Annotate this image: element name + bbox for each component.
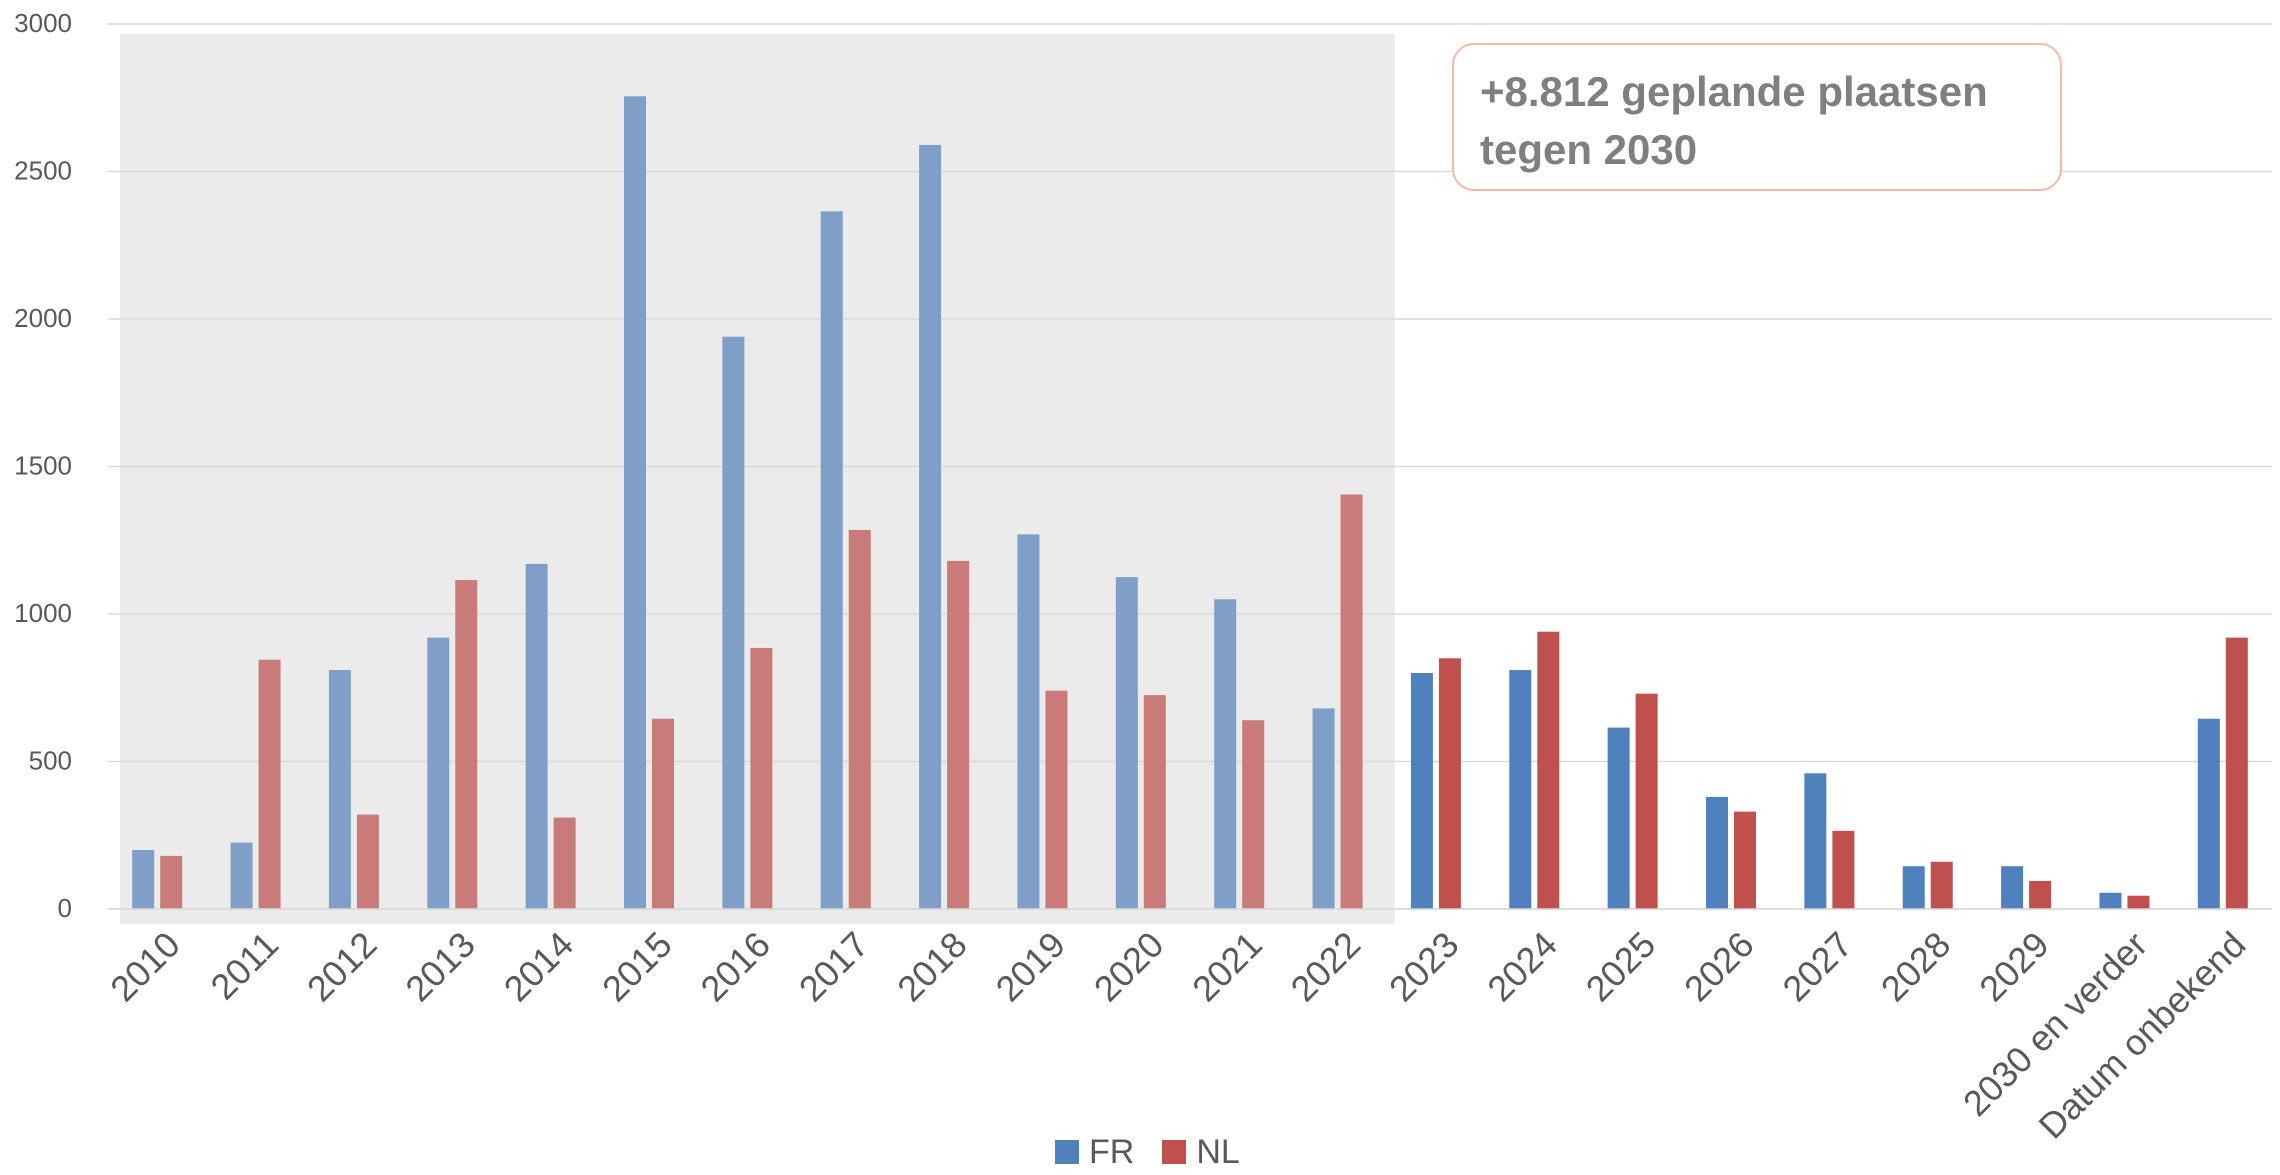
bar-nl: [652, 718, 674, 909]
x-tick-label: 2011: [202, 924, 286, 1008]
bar-fr: [1017, 534, 1040, 909]
x-tick-label: 2020: [1086, 924, 1172, 1010]
annotation-line-2: tegen 2030: [1480, 126, 1698, 173]
bar-fr: [427, 637, 450, 909]
x-tick-label: 2015: [594, 924, 680, 1010]
bar-fr: [328, 670, 351, 909]
bar-fr: [722, 336, 745, 909]
bar-nl: [160, 855, 183, 909]
bar-nl: [1930, 861, 1953, 909]
bar-fr: [1902, 866, 1925, 909]
bar-fr: [1115, 577, 1138, 909]
y-tick-label: 500: [29, 746, 72, 776]
x-tick-label: 2019: [987, 924, 1073, 1010]
bar-nl: [1242, 720, 1265, 909]
x-tick-label: 2010: [102, 924, 188, 1010]
y-tick-label: 2000: [14, 303, 72, 333]
bar-nl: [1734, 811, 1756, 909]
bar-nl: [1143, 695, 1166, 909]
bar-fr: [2197, 718, 2220, 909]
bar-nl: [2029, 880, 2052, 909]
bar-nl: [1832, 830, 1855, 909]
y-tick-label: 3000: [14, 8, 72, 38]
x-tick-label: 2022: [1283, 924, 1369, 1010]
legend: FR NL: [1055, 1132, 1240, 1172]
legend-item-nl: NL: [1162, 1132, 1240, 1172]
bar-nl: [2225, 637, 2248, 909]
y-tick-label: 1000: [14, 598, 72, 628]
bar-fr: [624, 96, 646, 909]
x-tick-label: 2026: [1676, 924, 1762, 1010]
y-tick-label: 0: [58, 893, 72, 923]
x-tick-label: 2023: [1381, 924, 1467, 1010]
x-tick-label: 2027: [1774, 924, 1860, 1010]
bar-fr: [1804, 773, 1827, 909]
bar-fr: [2001, 866, 2024, 909]
bar-nl: [2127, 895, 2150, 909]
annotation-box: +8.812 geplande plaatsen tegen 2030: [1452, 43, 2062, 191]
bar-nl: [258, 659, 281, 909]
bar-fr: [230, 842, 253, 909]
x-tick-label: 2014: [496, 924, 582, 1010]
bar-nl: [750, 647, 773, 909]
y-tick-label: 2500: [14, 156, 72, 186]
x-tick-label: 2029: [1971, 924, 2057, 1010]
bar-nl: [356, 814, 379, 909]
bar-nl: [947, 560, 970, 909]
bar-nl: [455, 580, 478, 909]
y-tick-label: 1500: [14, 451, 72, 481]
x-tick-label: 2016: [692, 924, 778, 1010]
bar-nl: [1635, 693, 1658, 909]
bar-fr: [525, 563, 548, 909]
bar-nl: [1340, 494, 1363, 909]
bar-fr: [1706, 796, 1728, 909]
x-tick-label: 2017: [791, 924, 877, 1010]
x-tick-label: 2018: [889, 924, 975, 1010]
bar-fr: [1410, 673, 1433, 909]
legend-swatch-fr: [1055, 1140, 1079, 1164]
bar-nl: [553, 817, 576, 909]
bar-nl: [1537, 631, 1560, 909]
bar-nl: [848, 529, 871, 909]
legend-swatch-nl: [1162, 1140, 1187, 1164]
bar-nl: [1045, 690, 1068, 909]
bar-fr: [1214, 599, 1237, 909]
x-tick-label: 2025: [1578, 924, 1664, 1010]
bar-fr: [1312, 708, 1335, 909]
bar-nl: [1438, 658, 1461, 909]
bar-fr: [820, 211, 843, 909]
annotation-line-1: +8.812 geplande plaatsen: [1480, 68, 1988, 115]
x-tick-label: 2012: [299, 924, 385, 1010]
legend-label-fr: FR: [1089, 1132, 1135, 1171]
bar-fr: [919, 144, 942, 909]
bar-fr: [1509, 670, 1532, 909]
bar-fr: [132, 850, 155, 909]
x-tick-label: 2024: [1479, 924, 1565, 1010]
legend-item-fr: FR: [1055, 1133, 1134, 1172]
bar-fr: [1607, 727, 1630, 909]
x-tick-label: 2028: [1873, 924, 1959, 1010]
x-tick-label: 2021: [1184, 924, 1270, 1010]
x-tick-label: 2013: [397, 924, 483, 1010]
legend-label-nl: NL: [1196, 1132, 1240, 1171]
bar-fr: [2099, 892, 2122, 909]
